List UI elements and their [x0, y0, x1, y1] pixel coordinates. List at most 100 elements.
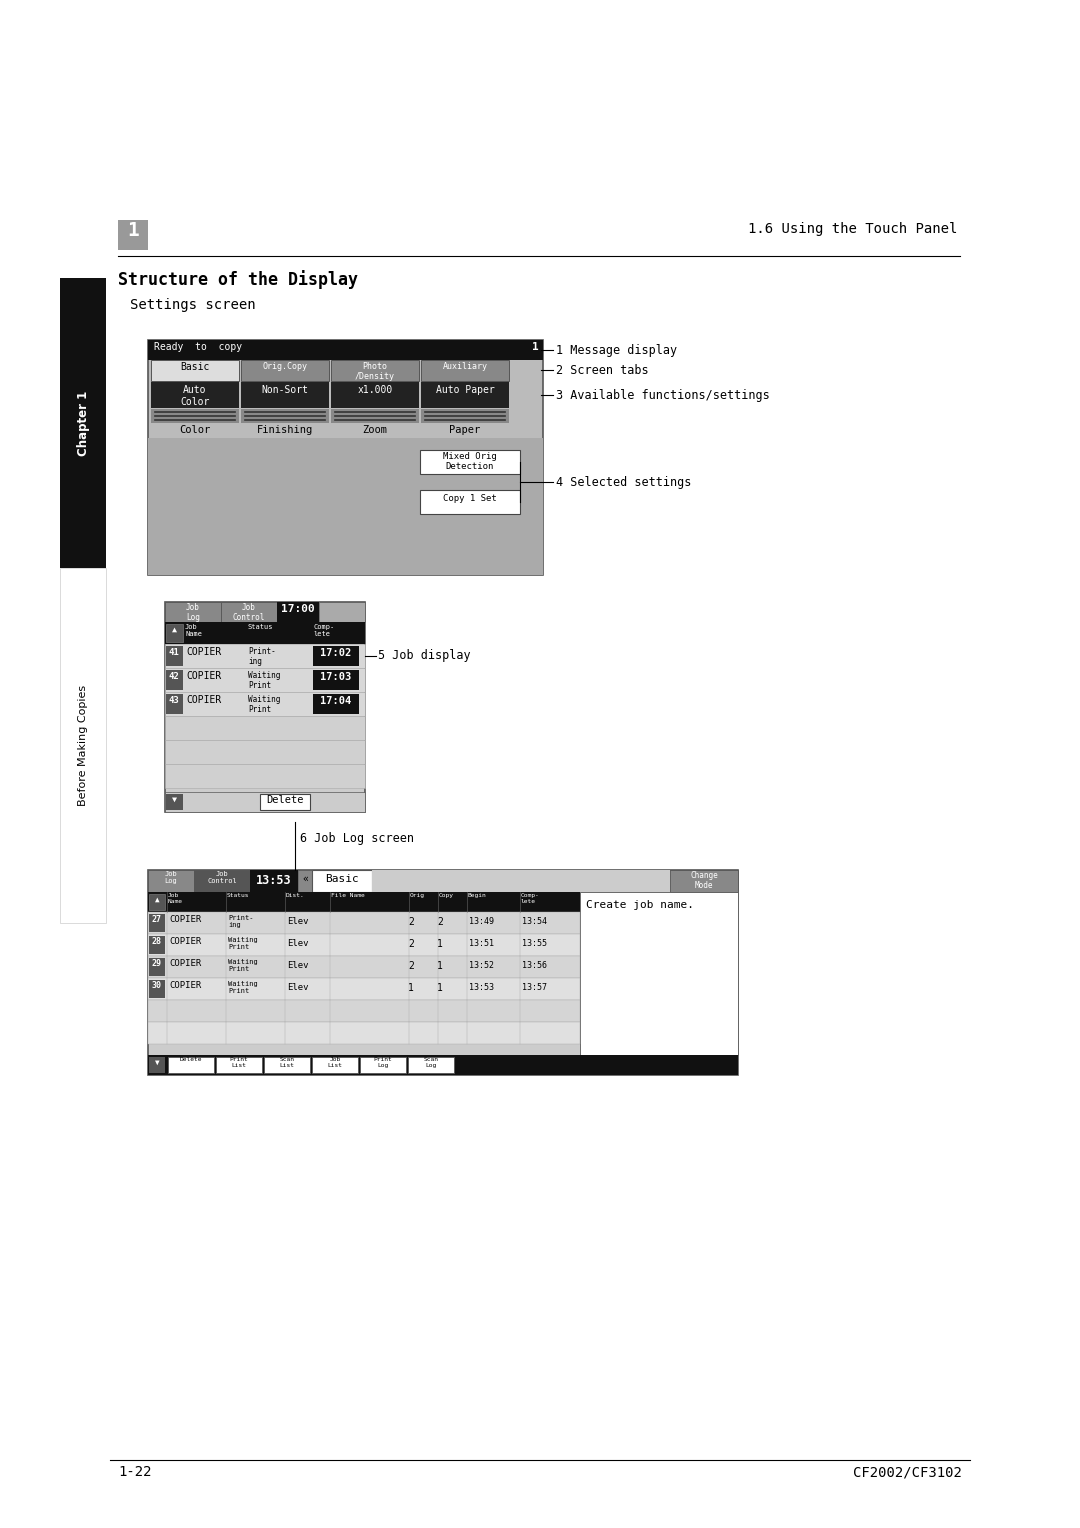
Text: 17:00: 17:00: [281, 604, 315, 614]
Bar: [165, 668, 365, 692]
Text: COPIER: COPIER: [186, 695, 221, 704]
Text: 28: 28: [152, 937, 162, 946]
Bar: [165, 602, 221, 622]
Text: 17:02: 17:02: [321, 648, 352, 659]
Bar: [151, 410, 239, 423]
Bar: [241, 382, 329, 408]
Bar: [312, 1057, 357, 1073]
Text: COPIER: COPIER: [186, 646, 221, 657]
Bar: [313, 694, 359, 714]
Text: 27: 27: [152, 915, 162, 924]
Text: 1: 1: [531, 342, 538, 351]
Text: Begin: Begin: [468, 892, 487, 898]
Bar: [148, 934, 580, 957]
Text: Elev: Elev: [287, 940, 309, 947]
Text: Copy: Copy: [438, 892, 454, 898]
Text: Comp-
lete: Comp- lete: [521, 892, 540, 903]
Text: 1: 1: [127, 222, 139, 240]
Bar: [148, 957, 580, 978]
Text: Finishing: Finishing: [257, 425, 313, 435]
Text: Auxiliary: Auxiliary: [443, 362, 487, 371]
Bar: [166, 795, 183, 810]
Bar: [168, 1057, 214, 1073]
Text: 13:52: 13:52: [469, 961, 494, 970]
Text: Print
Log: Print Log: [374, 1057, 392, 1068]
Bar: [165, 740, 365, 764]
Text: COPIER: COPIER: [168, 937, 201, 946]
Text: Waiting
Print: Waiting Print: [228, 937, 258, 950]
Bar: [330, 382, 419, 408]
Bar: [166, 623, 183, 642]
Text: Mixed Orig
Detection: Mixed Orig Detection: [443, 452, 497, 472]
Bar: [312, 869, 372, 892]
Text: 2: 2: [437, 917, 443, 927]
Bar: [539, 341, 543, 361]
Text: 1: 1: [437, 983, 443, 993]
Text: 2: 2: [408, 940, 414, 949]
Bar: [166, 694, 183, 714]
Bar: [166, 646, 183, 666]
Text: COPIER: COPIER: [168, 915, 201, 924]
Text: Job
Control: Job Control: [233, 604, 266, 622]
Text: Non-Sort: Non-Sort: [261, 385, 309, 396]
Text: 13:53: 13:53: [469, 983, 494, 992]
Bar: [149, 894, 165, 911]
Bar: [148, 999, 580, 1022]
Bar: [421, 361, 509, 380]
Bar: [670, 869, 738, 892]
Text: 13:49: 13:49: [469, 917, 494, 926]
Bar: [420, 451, 519, 474]
Bar: [330, 410, 419, 423]
Text: 2 Screen tabs: 2 Screen tabs: [556, 364, 649, 377]
Bar: [264, 1057, 310, 1073]
Text: 41: 41: [168, 648, 179, 657]
Text: Waiting
Print: Waiting Print: [228, 981, 258, 995]
Text: 2: 2: [408, 917, 414, 927]
Text: Elev: Elev: [287, 961, 309, 970]
Text: 17:04: 17:04: [321, 695, 352, 706]
Text: 1: 1: [437, 961, 443, 970]
Text: Comp-
lete: Comp- lete: [313, 623, 334, 637]
Text: 13:51: 13:51: [469, 940, 494, 947]
Bar: [165, 792, 365, 811]
Text: Auto Paper: Auto Paper: [435, 385, 495, 396]
Text: Job
Control: Job Control: [207, 871, 237, 885]
Text: 1.6 Using the Touch Panel: 1.6 Using the Touch Panel: [747, 222, 957, 235]
Bar: [221, 602, 276, 622]
Text: Print-
ing: Print- ing: [248, 646, 275, 666]
Text: 1: 1: [437, 940, 443, 949]
Text: 42: 42: [168, 672, 179, 681]
Bar: [360, 1057, 406, 1073]
Text: Delete: Delete: [179, 1057, 202, 1062]
Text: Elev: Elev: [287, 917, 309, 926]
Bar: [241, 361, 329, 380]
Text: File Name: File Name: [330, 892, 365, 898]
Text: CF2002/CF3102: CF2002/CF3102: [853, 1465, 962, 1479]
Bar: [148, 978, 580, 999]
Text: COPIER: COPIER: [168, 981, 201, 990]
Text: 30: 30: [152, 981, 162, 990]
Text: Chapter 1: Chapter 1: [77, 390, 90, 455]
Bar: [194, 869, 249, 892]
Bar: [165, 643, 365, 668]
Text: 13:55: 13:55: [522, 940, 546, 947]
Bar: [319, 602, 365, 622]
Bar: [165, 692, 365, 717]
Text: Print-
ing: Print- ing: [228, 915, 254, 927]
Text: 13:57: 13:57: [522, 983, 546, 992]
Text: 13:53: 13:53: [256, 874, 292, 886]
Bar: [298, 869, 312, 892]
Bar: [149, 914, 165, 932]
Bar: [372, 869, 670, 892]
Bar: [60, 568, 106, 923]
Text: Ready  to  copy: Ready to copy: [154, 342, 242, 351]
Text: Copy 1 Set: Copy 1 Set: [443, 494, 497, 503]
Text: 6 Job Log screen: 6 Job Log screen: [300, 833, 414, 845]
Text: Change
Mode: Change Mode: [690, 871, 718, 891]
Bar: [313, 669, 359, 691]
Text: COPIER: COPIER: [186, 671, 221, 681]
Bar: [313, 646, 359, 666]
Bar: [580, 1054, 738, 1076]
Text: ▼: ▼: [172, 795, 176, 804]
Text: Print
List: Print List: [230, 1057, 248, 1068]
